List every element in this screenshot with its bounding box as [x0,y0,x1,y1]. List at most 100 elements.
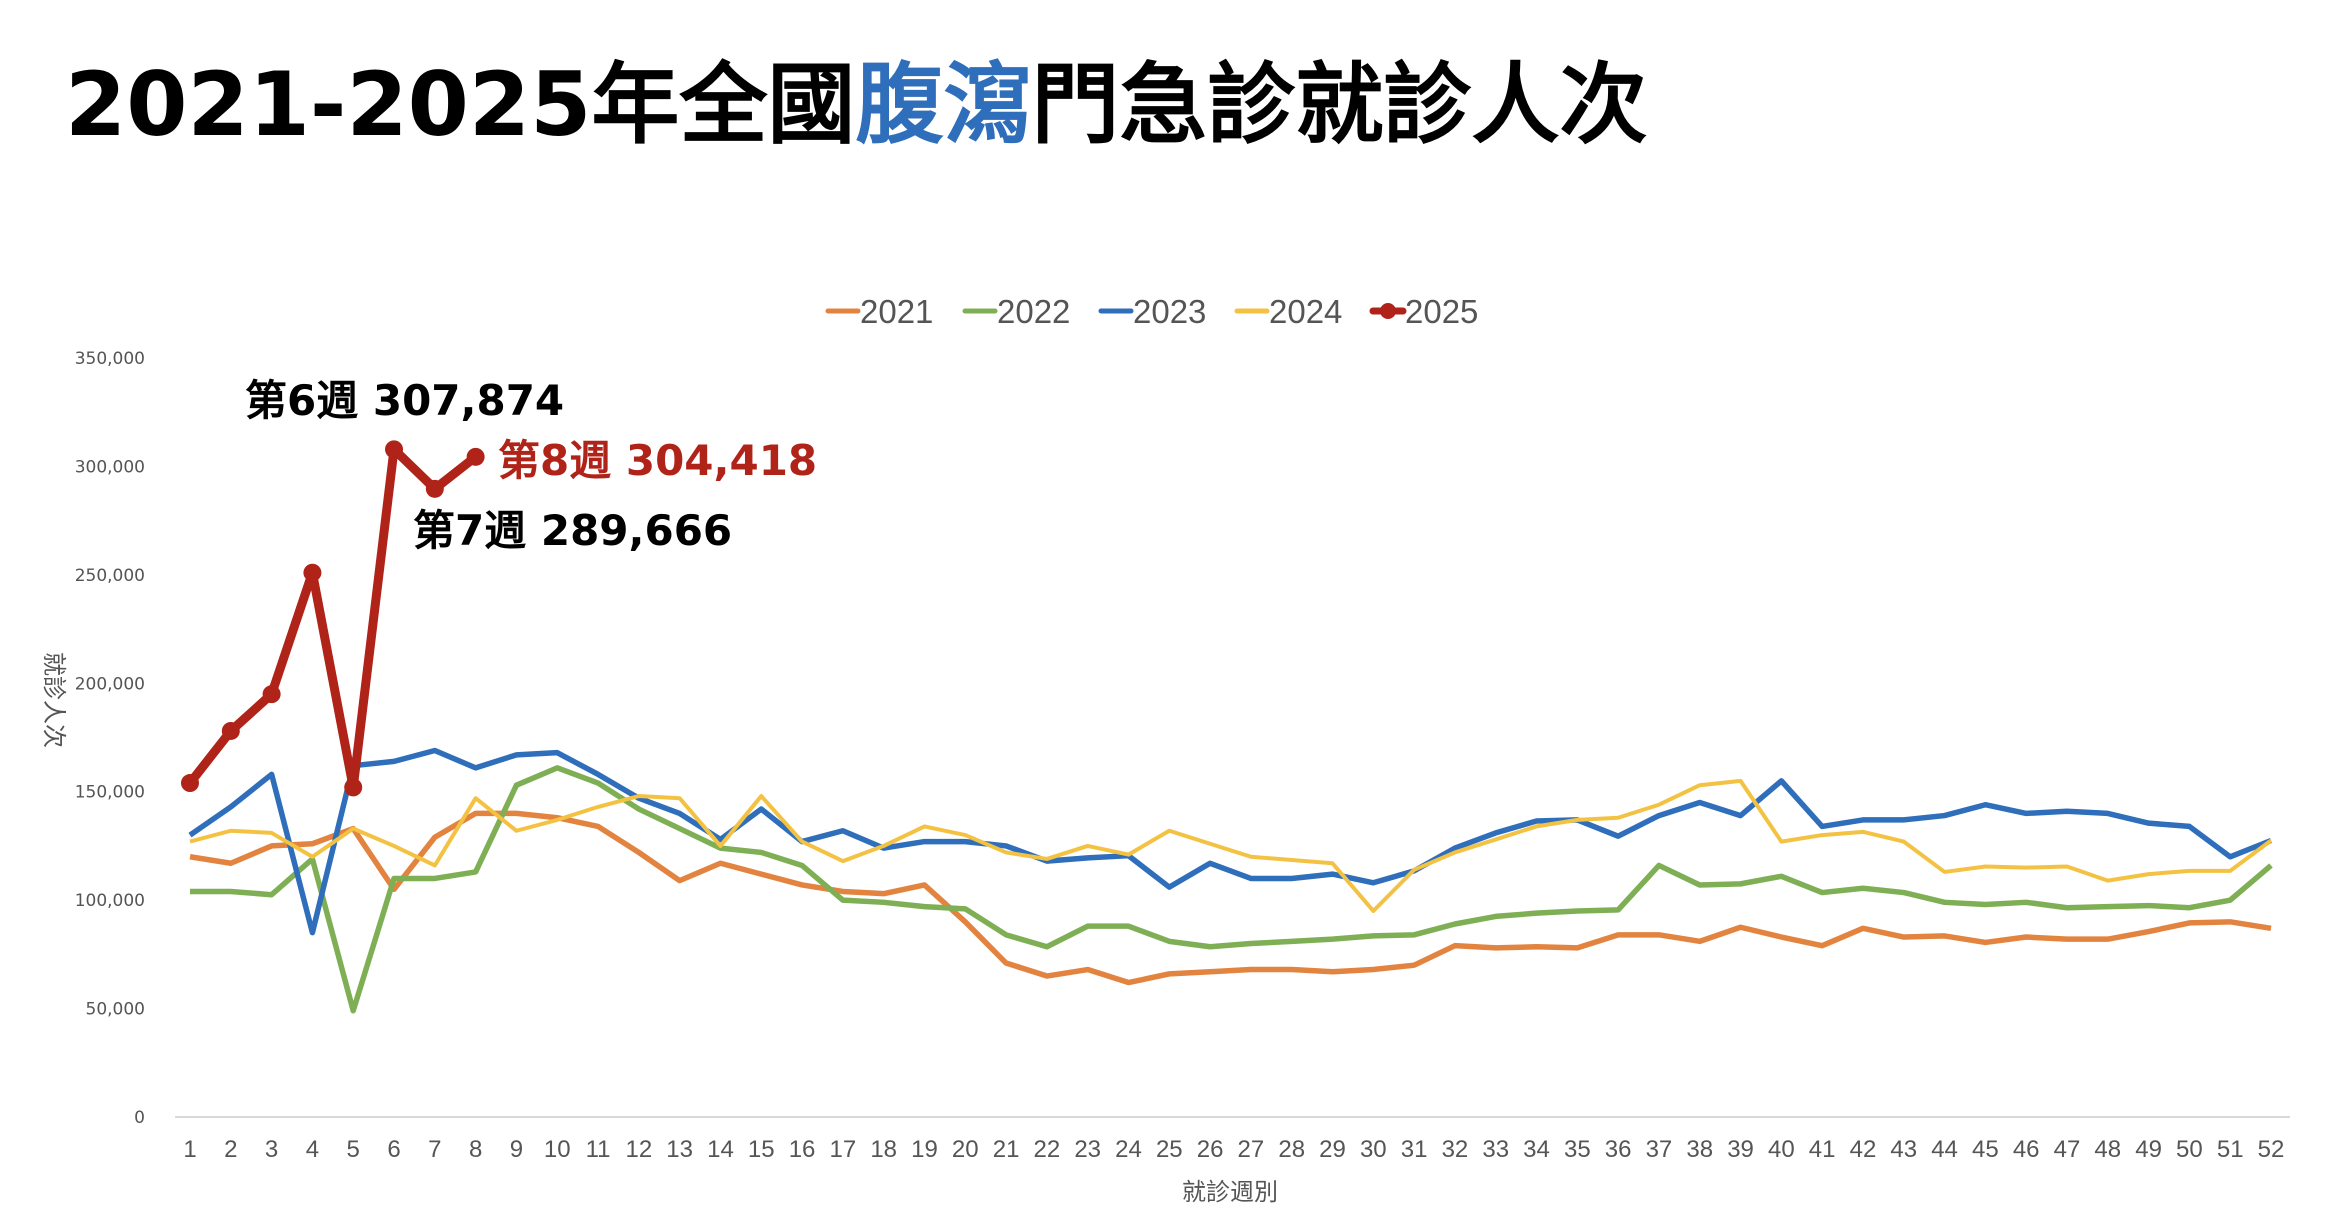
legend-label: 2024 [1269,293,1342,330]
x-tick-label: 34 [1523,1136,1550,1163]
x-tick-label: 44 [1931,1136,1958,1163]
x-tick-label: 14 [707,1136,734,1163]
title-part-3: 門急診就診人次 [1031,53,1647,156]
x-tick-label: 32 [1442,1136,1469,1163]
x-tick-label: 36 [1605,1136,1632,1163]
x-tick-label: 31 [1401,1136,1428,1163]
y-axis: 0 50,000 100,000 150,000 200,000 250,000 300,0… [75,349,145,1128]
x-tick-label: 25 [1156,1136,1183,1163]
x-tick-label: 29 [1319,1136,1346,1163]
series-2021 [189,810,2272,986]
x-axis: 1 2 3 4 5 6 7 8 9 10 11 12 13 14 15 16 17 18 19 20 21 22 23 24 2… [183,1136,2284,1163]
x-tick-label: 22 [1034,1136,1061,1163]
x-tick-label: 18 [870,1136,897,1163]
x-tick-label: 26 [1197,1136,1224,1163]
data-point [425,479,444,498]
x-tick-label: 50 [2176,1136,2203,1163]
x-tick-label: 11 [586,1136,611,1163]
annotations: 第6週 307,874 第8週 304,418 第7週 289,666 [245,376,817,555]
y-axis-label: 就診人次 [40,652,68,748]
legend-marker [1380,303,1396,319]
x-tick-label: 6 [387,1136,400,1163]
x-tick-label: 38 [1686,1136,1713,1163]
x-tick-label: 17 [830,1136,857,1163]
series-2022 [190,765,2273,1014]
x-tick-label: 45 [1972,1136,1999,1163]
series-line-2022 [190,765,2273,1014]
series-line-2024 [189,778,2273,913]
annotation-week-7: 第7週 289,666 [413,506,732,555]
x-tick-label: 27 [1238,1136,1265,1163]
x-tick-label: 3 [265,1136,278,1163]
x-tick-label: 41 [1809,1136,1836,1163]
data-point [303,563,322,582]
annotation-week-8: 第8週 304,418 [498,436,817,485]
x-tick-label: 20 [952,1136,979,1163]
y-tick-label: 300,000 [75,457,145,477]
legend-item-2023: 2023 [1098,293,1206,330]
x-tick-label: 24 [1115,1136,1142,1163]
title-highlight: 腹瀉 [855,53,1031,156]
legend-label: 2022 [997,293,1070,330]
x-tick-label: 49 [2135,1136,2162,1163]
x-tick-label: 1 [183,1136,196,1163]
data-point [344,778,363,797]
x-tick-label: 42 [1850,1136,1877,1163]
x-tick-label: 16 [789,1136,816,1163]
x-tick-label: 10 [544,1136,571,1163]
series-2023 [188,747,2273,936]
y-tick-label: 200,000 [75,674,145,694]
x-tick-label: 35 [1564,1136,1591,1163]
data-point [181,774,199,793]
data-point [262,685,281,704]
x-tick-label: 33 [1482,1136,1509,1163]
legend-item-2022: 2022 [962,293,1070,330]
x-tick-label: 9 [510,1136,523,1163]
legend-item-2025: 2025 [1369,293,1478,330]
x-tick-label: 8 [469,1136,482,1163]
data-point [385,440,404,459]
legend-item-2021: 2021 [825,293,933,330]
legend-item-2024: 2024 [1234,293,1342,330]
x-tick-label: 37 [1646,1136,1673,1163]
legend-label: 2021 [860,293,933,330]
x-axis-label: 就診週別 [1182,1178,1278,1206]
x-tick-label: 30 [1360,1136,1387,1163]
series-line-2021 [189,810,2272,986]
x-tick-label: 28 [1278,1136,1305,1163]
series-group [181,440,2273,1014]
legend: 2021 2022 2023 2024 2025 [825,293,1478,330]
y-tick-label: 350,000 [75,349,145,369]
series-line-2023 [188,747,2273,936]
x-tick-label: 7 [428,1136,441,1163]
data-point [221,721,240,740]
legend-label: 2025 [1405,293,1478,330]
legend-label: 2023 [1133,293,1206,330]
annotation-week-6: 第6週 307,874 [245,376,564,425]
x-tick-label: 39 [1727,1136,1754,1163]
series-2024 [189,778,2273,913]
x-tick-label: 43 [1890,1136,1917,1163]
x-tick-label: 21 [993,1136,1020,1163]
series-line-2025 [186,444,479,792]
x-tick-label: 52 [2258,1136,2285,1163]
x-tick-label: 51 [2217,1136,2244,1163]
y-tick-label: 250,000 [75,566,145,586]
data-point [466,447,485,466]
x-tick-label: 2 [224,1136,237,1163]
x-tick-label: 4 [306,1136,319,1163]
x-tick-label: 47 [2054,1136,2081,1163]
x-tick-label: 19 [911,1136,938,1163]
x-tick-label: 12 [625,1136,652,1163]
x-tick-label: 15 [748,1136,775,1163]
x-tick-label: 23 [1074,1136,1101,1163]
x-tick-label: 40 [1768,1136,1795,1163]
y-tick-label: 150,000 [75,783,145,803]
series-2025 [181,440,485,797]
title-part-1: 2021-2025年全國 [65,53,855,156]
x-tick-label: 48 [2094,1136,2121,1163]
x-tick-label: 5 [347,1136,360,1163]
y-tick-label: 50,000 [86,1000,145,1020]
x-tick-label: 46 [2013,1136,2040,1163]
